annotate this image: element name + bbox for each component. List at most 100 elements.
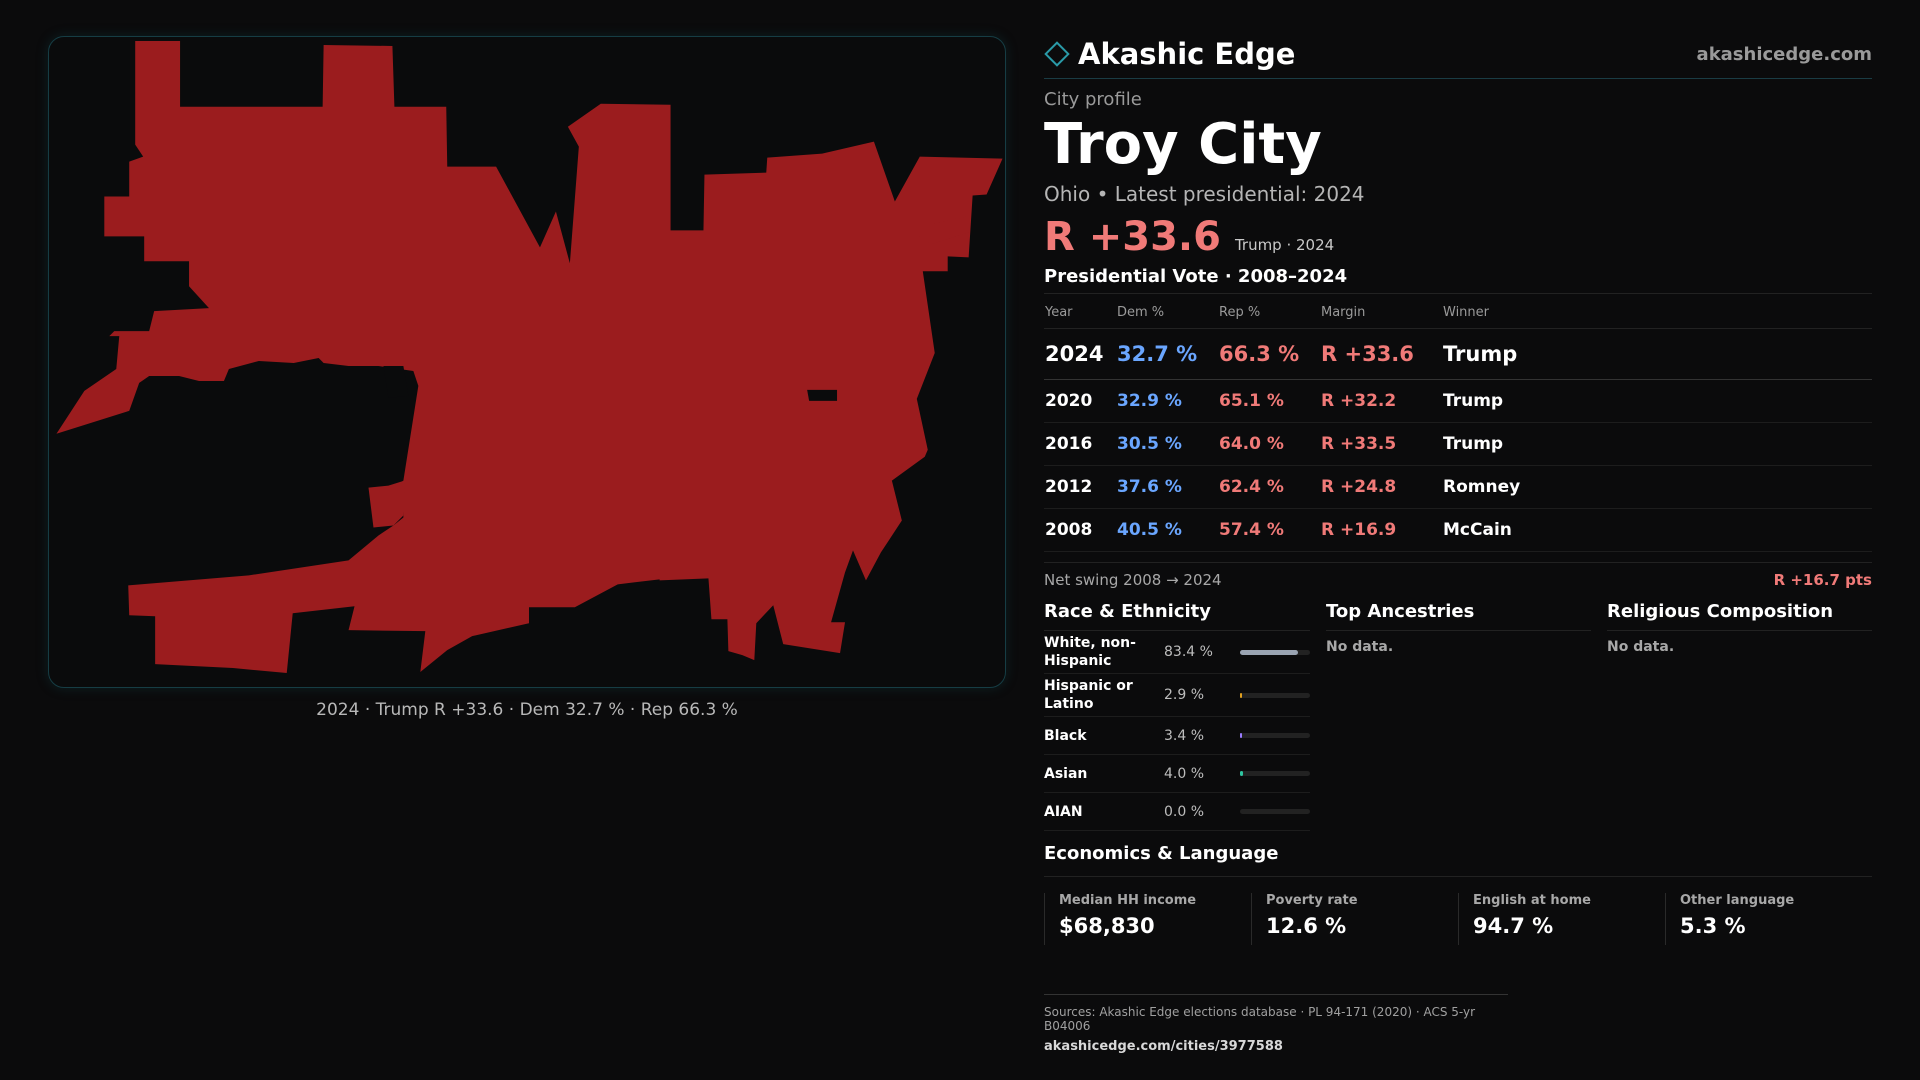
race-label: Asian xyxy=(1044,765,1088,782)
race-bar-fill xyxy=(1240,649,1299,655)
race-bar-fill xyxy=(1240,771,1243,776)
race-bar-fill xyxy=(1240,692,1243,698)
race-bar-track xyxy=(1240,733,1310,738)
headline-result: R +33.6 Trump · 2024 xyxy=(1044,214,1872,260)
ancestries-empty: No data. xyxy=(1326,639,1394,655)
row-dem-pct: 32.7 % xyxy=(1116,328,1218,380)
econ-card-english: English at home 94.7 % xyxy=(1458,893,1665,945)
table-row: 2020 32.9 % 65.1 % R +32.2 Trump xyxy=(1044,379,1872,423)
row-rep-pct: 66.3 % xyxy=(1218,328,1320,380)
row-winner: Trump xyxy=(1442,379,1872,423)
row-margin: R +32.2 xyxy=(1320,379,1442,423)
econ-label: Poverty rate xyxy=(1266,893,1358,908)
race-value: 0.0 % xyxy=(1164,803,1205,820)
row-year: 2024 xyxy=(1044,328,1116,380)
net-swing: Net swing 2008 → 2024 R +16.7 pts xyxy=(1044,562,1872,589)
city-profile-panel: Akashic Edge akashicedge.com City profil… xyxy=(1044,30,1872,945)
econ-card-poverty: Poverty rate 12.6 % xyxy=(1251,893,1458,945)
econ-label: Other language xyxy=(1680,893,1795,908)
net-swing-value: R +16.7 pts xyxy=(1773,571,1872,589)
table-row: 2016 30.5 % 64.0 % R +33.5 Trump xyxy=(1044,422,1872,466)
race-value: 4.0 % xyxy=(1164,765,1205,782)
race-label: Hispanic or Latino xyxy=(1044,678,1133,712)
race-bar-track xyxy=(1240,809,1310,814)
religion-empty: No data. xyxy=(1607,639,1675,655)
vote-history-table: Year Dem % Rep % Margin Winner 2024 32.7… xyxy=(1044,296,1872,552)
city-boundary-shape xyxy=(56,40,1003,674)
religion-column: Religious Composition No data. xyxy=(1607,601,1872,831)
race-row: Black 3.4 % xyxy=(1044,717,1310,755)
row-year: 2012 xyxy=(1044,465,1116,509)
econ-value: 12.6 % xyxy=(1266,914,1347,938)
city-boundary-southwest xyxy=(368,480,405,528)
econ-value: $68,830 xyxy=(1059,914,1155,938)
col-header-dem: Dem % xyxy=(1116,296,1218,329)
religion-title: Religious Composition xyxy=(1607,601,1872,631)
economics-title: Economics & Language xyxy=(1044,843,1872,877)
table-row: 2012 37.6 % 62.4 % R +24.8 Romney xyxy=(1044,465,1872,509)
row-year: 2008 xyxy=(1044,508,1116,552)
race-value: 2.9 % xyxy=(1164,687,1205,703)
city-boundary-map[interactable] xyxy=(48,36,1006,688)
econ-label: Median HH income xyxy=(1059,893,1197,908)
header-bar: Akashic Edge akashicedge.com xyxy=(1044,30,1872,79)
row-dem-pct: 40.5 % xyxy=(1116,508,1218,552)
row-year: 2016 xyxy=(1044,422,1116,466)
row-margin: R +33.6 xyxy=(1320,328,1442,380)
row-margin: R +24.8 xyxy=(1320,465,1442,509)
page-eyebrow: City profile xyxy=(1044,89,1142,110)
headline-winner-year: Trump · 2024 xyxy=(1234,236,1335,254)
race-value: 3.4 % xyxy=(1164,727,1205,744)
net-swing-label: Net swing 2008 → 2024 xyxy=(1044,571,1222,589)
ancestries-column: Top Ancestries No data. xyxy=(1326,601,1591,831)
race-value: 83.4 % xyxy=(1164,644,1213,660)
row-winner: Romney xyxy=(1442,465,1872,509)
col-header-margin: Margin xyxy=(1320,296,1442,329)
race-row: Hispanic or Latino 2.9 % xyxy=(1044,674,1310,717)
table-header-row: Year Dem % Rep % Margin Winner xyxy=(1044,296,1872,329)
city-boundary-main xyxy=(56,40,1003,674)
col-header-rep: Rep % xyxy=(1218,296,1320,329)
economics-grid: Median HH income $68,830 Poverty rate 12… xyxy=(1044,893,1872,945)
race-label: Black xyxy=(1044,727,1087,744)
brand-url-link[interactable]: akashicedge.com xyxy=(1696,43,1872,65)
headline-margin: R +33.6 xyxy=(1044,214,1221,260)
table-row: 2024 32.7 % 66.3 % R +33.6 Trump xyxy=(1044,328,1872,380)
ancestries-title: Top Ancestries xyxy=(1326,601,1591,631)
row-margin: R +33.5 xyxy=(1320,422,1442,466)
race-label: AIAN xyxy=(1044,803,1083,820)
race-ethnicity-list: White, non-Hispanic 83.4 % Hispanic or Lat… xyxy=(1044,631,1310,831)
sources-text: Sources: Akashic Edge elections database… xyxy=(1044,1005,1476,1033)
sources-footer: Sources: Akashic Edge elections database… xyxy=(1044,994,1508,1054)
econ-value: 5.3 % xyxy=(1680,914,1746,938)
row-rep-pct: 65.1 % xyxy=(1218,379,1320,423)
race-row: White, non-Hispanic 83.4 % xyxy=(1044,631,1310,674)
race-ethnicity-column: Race & Ethnicity White, non-Hispanic 83.4… xyxy=(1044,601,1310,831)
econ-value: 94.7 % xyxy=(1473,914,1554,938)
row-rep-pct: 64.0 % xyxy=(1218,422,1320,466)
row-margin: R +16.9 xyxy=(1320,508,1442,552)
row-year: 2020 xyxy=(1044,379,1116,423)
row-dem-pct: 37.6 % xyxy=(1116,465,1218,509)
row-rep-pct: 62.4 % xyxy=(1218,465,1320,509)
race-bar-track xyxy=(1240,649,1310,655)
table-row: 2008 40.5 % 57.4 % R +16.9 McCain xyxy=(1044,508,1872,552)
page-title: Troy City xyxy=(1044,112,1322,177)
col-header-winner: Winner xyxy=(1442,296,1872,329)
row-rep-pct: 57.4 % xyxy=(1218,508,1320,552)
diamond-outline-icon xyxy=(1044,41,1070,67)
brand[interactable]: Akashic Edge xyxy=(1044,37,1295,71)
brand-name: Akashic Edge xyxy=(1078,37,1296,71)
race-bar-track xyxy=(1240,771,1310,776)
race-label: White, non-Hispanic xyxy=(1044,635,1136,669)
col-header-year: Year xyxy=(1044,296,1116,329)
city-boundary-svg xyxy=(56,40,1003,674)
econ-label: English at home xyxy=(1473,893,1591,908)
row-winner: McCain xyxy=(1442,508,1872,552)
sources-url-link[interactable]: akashicedge.com/cities/3977588 xyxy=(1044,1039,1283,1054)
city-boundary-east-spur xyxy=(918,216,969,245)
row-dem-pct: 32.9 % xyxy=(1116,379,1218,423)
row-dem-pct: 30.5 % xyxy=(1116,422,1218,466)
map-holes xyxy=(383,365,838,401)
econ-card-other-language: Other language 5.3 % xyxy=(1665,893,1872,945)
